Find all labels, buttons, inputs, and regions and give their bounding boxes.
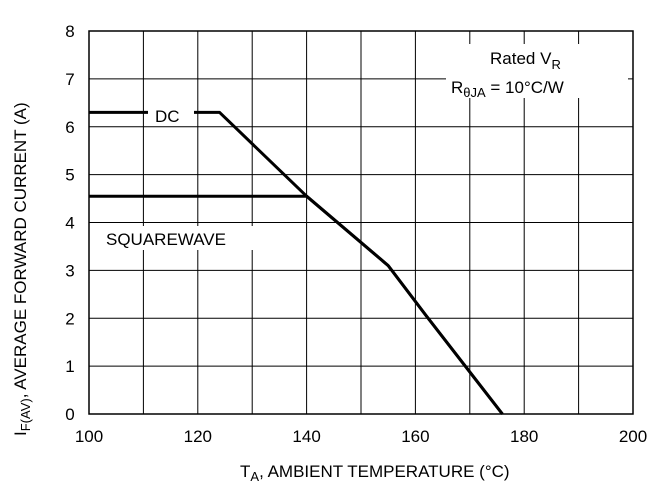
x-tick-label: 120 [184,427,212,446]
x-tick-label: 100 [75,427,103,446]
y-tick-label: 6 [65,118,74,137]
x-tick-label: 180 [510,427,538,446]
y-tick-label: 1 [65,357,74,376]
y-axis-title: IF(AV), AVERAGE FORWARD CURRENT (A) [11,102,33,436]
y-tick-label: 0 [65,405,74,424]
series-line-dc [89,110,504,415]
series-line-squarewave [89,194,504,415]
y-tick-label: 5 [65,166,74,185]
annotation-rated-vr: Rated VR [490,49,561,72]
annotation-r-theta-ja: RθJA = 10°C/W [451,78,564,100]
y-tick-labels: 0 1 2 3 4 5 6 7 8 [65,22,74,424]
y-tick-label: 2 [65,309,74,328]
grid [89,31,633,414]
x-tick-labels: 100 120 140 160 180 200 [75,427,647,446]
dc-label-bg [148,104,194,126]
x-axis-title: TA, AMBIENT TEMPERATURE (°C) [240,462,510,484]
x-tick-label: 160 [401,427,429,446]
y-tick-label: 3 [65,261,74,280]
x-tick-label: 140 [292,427,320,446]
y-tick-label: 7 [65,70,74,89]
x-tick-label: 200 [619,427,647,446]
curves [89,110,504,415]
squarewave-label-bg [103,226,255,250]
annotation-bg [446,44,628,98]
series-label-squarewave: SQUAREWAVE [106,230,226,249]
series-label-dc: DC [155,107,180,126]
y-tick-label: 4 [65,214,74,233]
y-tick-label: 8 [65,22,74,41]
